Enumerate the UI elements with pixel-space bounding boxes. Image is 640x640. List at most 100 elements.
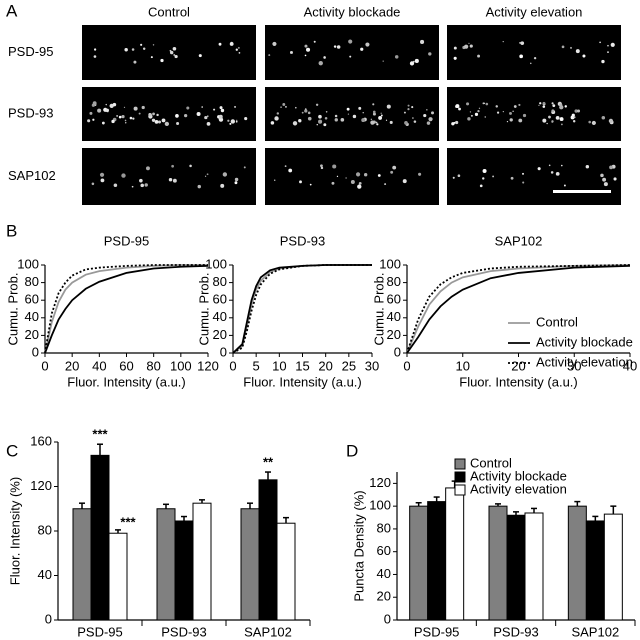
legend-label: Control [470, 455, 512, 470]
puncta [402, 179, 407, 184]
x-tick-label: 30 [567, 358, 581, 373]
puncta [559, 117, 564, 122]
puncta [131, 48, 135, 51]
legend-label: Activity blockade [470, 468, 567, 483]
puncta [92, 101, 97, 106]
puncta [506, 121, 509, 123]
puncta [304, 109, 308, 113]
puncta [138, 112, 141, 115]
puncta [458, 107, 461, 111]
puncta [222, 172, 228, 177]
micrograph [82, 87, 256, 141]
puncta [298, 119, 302, 123]
puncta [513, 105, 517, 108]
y-tick-label: 60 [25, 292, 39, 307]
x-tick-label: 40 [623, 358, 637, 373]
x-tick-label: 0 [403, 358, 410, 373]
micrograph [82, 148, 256, 205]
puncta [559, 103, 563, 107]
puncta [555, 115, 560, 120]
x-tick-label: 10 [272, 358, 286, 373]
puncta [336, 45, 341, 49]
puncta [530, 62, 532, 65]
puncta [206, 121, 211, 126]
puncta [519, 54, 523, 59]
puncta [512, 110, 514, 112]
puncta [324, 116, 328, 120]
puncta [140, 43, 143, 46]
puncta [372, 103, 375, 106]
y-tick-label: 20 [213, 327, 227, 342]
puncta [99, 172, 105, 177]
puncta [197, 184, 201, 189]
puncta [152, 112, 155, 116]
puncta [332, 164, 337, 169]
x-tick-label: 0 [41, 358, 48, 373]
y-tick-label: 0 [32, 344, 39, 359]
puncta [150, 56, 153, 59]
puncta [484, 116, 486, 118]
puncta [599, 41, 601, 44]
x-tick-label: 20 [511, 358, 525, 373]
puncta [186, 106, 190, 110]
puncta [306, 47, 311, 52]
y-axis-label: Cumu. Prob. [196, 273, 211, 346]
puncta [280, 106, 282, 108]
puncta [357, 184, 362, 189]
x-tick-label: 120 [197, 358, 219, 373]
bar [567, 505, 587, 621]
puncta [389, 120, 393, 124]
legend-label: Activity elevation [470, 481, 567, 496]
puncta [129, 116, 133, 120]
puncta [121, 114, 125, 119]
puncta [171, 164, 174, 168]
puncta [574, 109, 578, 113]
puncta [230, 119, 236, 124]
puncta [93, 55, 97, 58]
puncta [539, 102, 542, 105]
micrograph [265, 25, 439, 80]
puncta [375, 121, 378, 124]
puncta [376, 123, 379, 126]
y-tick-label: 0 [384, 611, 391, 626]
puncta [213, 108, 216, 111]
puncta [585, 164, 590, 169]
puncta [423, 113, 427, 118]
y-tick-label: 80 [38, 522, 52, 537]
puncta [601, 116, 606, 120]
bar [409, 505, 429, 621]
y-tick-label: 0 [394, 344, 401, 359]
puncta [537, 167, 541, 171]
bar [427, 501, 447, 621]
puncta [407, 108, 410, 111]
puncta [184, 113, 188, 118]
panel-label: D [346, 441, 358, 460]
x-tick-label: 0 [229, 358, 236, 373]
legend-swatch [454, 471, 466, 483]
puncta [411, 106, 414, 109]
x-tick-label: PSD-95 [77, 624, 123, 639]
puncta [468, 42, 470, 44]
puncta [282, 103, 286, 106]
x-axis-label: Fluor. Intensity (a.u.) [243, 374, 362, 389]
puncta [457, 174, 461, 178]
puncta [426, 121, 431, 125]
puncta [365, 42, 370, 47]
y-tick-label: 80 [377, 520, 391, 535]
puncta [428, 117, 433, 122]
puncta [502, 110, 504, 113]
puncta [289, 50, 293, 54]
puncta [602, 177, 607, 182]
puncta [412, 60, 415, 63]
puncta [160, 58, 164, 63]
puncta [346, 107, 350, 111]
puncta [404, 121, 408, 125]
chart-title: PSD-95 [104, 233, 150, 248]
puncta [358, 106, 362, 110]
puncta [97, 108, 102, 113]
y-tick-label: 80 [387, 274, 401, 289]
puncta [292, 121, 298, 126]
panel-label: B [6, 221, 17, 240]
puncta [318, 60, 323, 66]
legend-label: Activity blockade [536, 334, 633, 349]
